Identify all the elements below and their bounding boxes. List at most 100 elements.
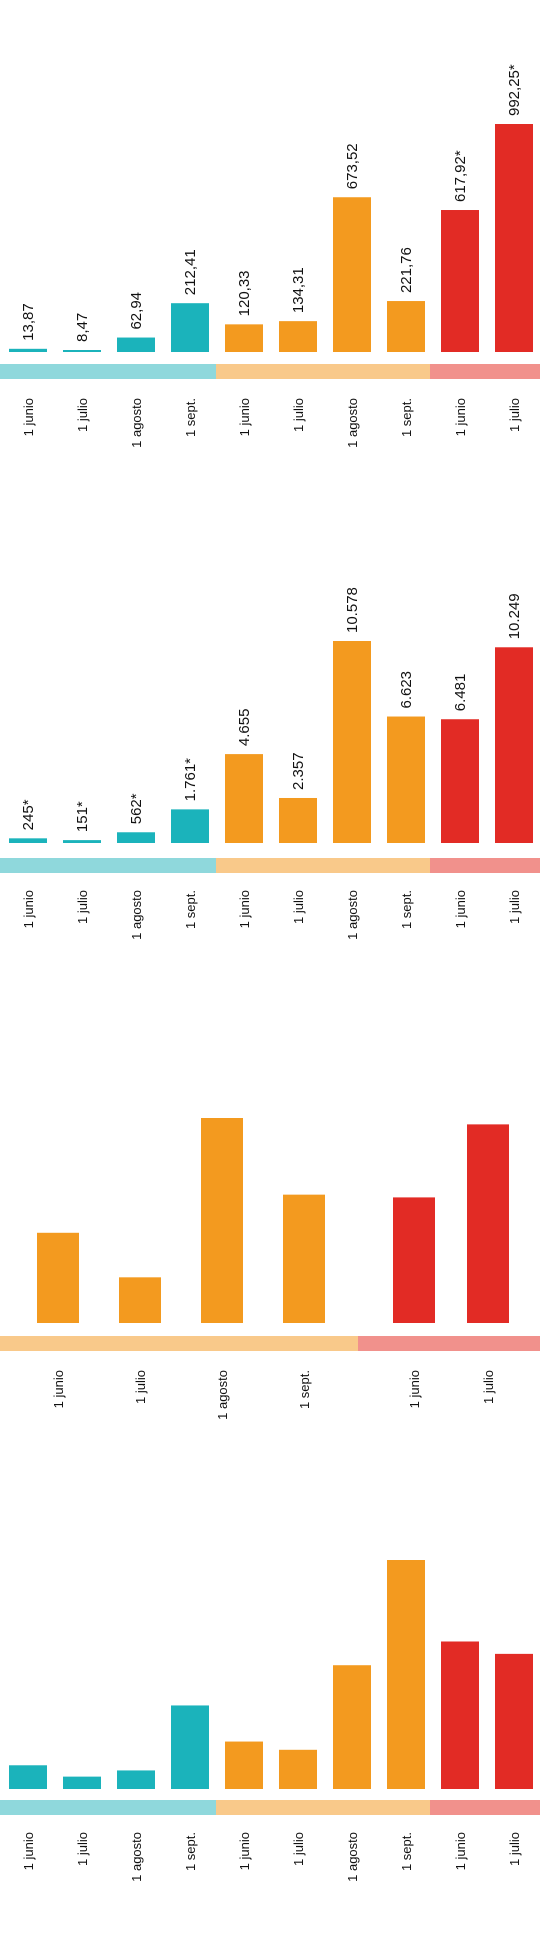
group-band-teal [0, 858, 216, 873]
tick-label: 1 julio [291, 1832, 306, 1866]
value-label: 617,92* [452, 150, 469, 202]
value-label: 245* [20, 799, 37, 830]
value-label: 992,25* [506, 64, 523, 116]
bar [225, 1741, 263, 1789]
group-band-red [358, 1336, 540, 1351]
group-band-orange [216, 858, 430, 873]
tick-label: 1 julio [507, 1832, 522, 1866]
tick-label: 1 agosto [345, 398, 360, 448]
tick-label: 1 sept. [183, 1832, 198, 1871]
tick-label: 1 junio [237, 890, 252, 928]
tick-label: 1 junio [453, 890, 468, 928]
group-band-red [430, 858, 540, 873]
bar [63, 350, 101, 352]
value-label: 120,33 [236, 270, 253, 316]
group-band-teal [0, 1800, 216, 1815]
value-label: 6.623 [398, 671, 415, 709]
value-label: 134,31 [290, 267, 307, 313]
group-band-orange [0, 1336, 358, 1351]
bar [201, 1118, 243, 1323]
bar [387, 1560, 425, 1789]
bar [117, 1770, 155, 1789]
bar [333, 1665, 371, 1789]
tick-label: 1 junio [453, 1832, 468, 1870]
tick-label: 1 sept. [399, 398, 414, 437]
chart-orange-red-panel: 1 junio 1 julio 1 agosto 1 sept. 1 junio 1 ju… [0, 1118, 540, 1420]
chart-cantidad-panel: 245* 1 junio 151* 1 julio 562* 1 agosto 1.761*… [0, 587, 540, 940]
bar [9, 348, 47, 352]
bar [467, 1124, 509, 1323]
value-label: 8,47 [74, 313, 91, 342]
bar [171, 1705, 209, 1789]
group-band-red [430, 1800, 540, 1815]
bar [37, 1232, 79, 1323]
tick-label: 1 julio [133, 1370, 148, 1404]
tick-label: 1 agosto [345, 890, 360, 940]
bar [333, 641, 371, 843]
bar [279, 797, 317, 843]
tick-label: 1 julio [507, 398, 522, 432]
bar [279, 321, 317, 352]
bar [495, 647, 533, 843]
value-label: 4.655 [236, 709, 253, 747]
bar [171, 303, 209, 352]
value-label: 10.578 [344, 587, 361, 633]
tick-label: 1 junio [237, 1832, 252, 1870]
bar [119, 1277, 161, 1323]
chart-precio-panel: 13,87 1 junio 8,47 1 julio 62,94 1 agosto 212,… [0, 64, 540, 448]
bar [171, 809, 209, 843]
bar [225, 324, 263, 352]
value-label: 6.481 [452, 674, 469, 712]
tick-label: 1 junio [21, 1832, 36, 1870]
tick-label: 1 agosto [215, 1370, 230, 1420]
value-label: 212,41 [182, 249, 199, 295]
bar [225, 754, 263, 843]
tick-label: 1 junio [407, 1370, 422, 1408]
tick-label: 1 sept. [399, 1832, 414, 1871]
tick-label: 1 sept. [183, 890, 198, 929]
bar [333, 197, 371, 352]
group-band-orange [216, 364, 430, 379]
group-band-red [430, 364, 540, 379]
tick-label: 1 junio [453, 398, 468, 436]
tick-label: 1 julio [507, 890, 522, 924]
value-label: 673,52 [344, 143, 361, 189]
tick-label: 1 sept. [297, 1370, 312, 1409]
bar [495, 124, 533, 352]
chart-ratio-panel: 1 junio 1 julio 1 agosto 1 sept. 1 junio 1 ju… [0, 1560, 540, 1882]
bar [393, 1197, 435, 1323]
value-label: 562* [128, 793, 145, 824]
tick-label: 1 agosto [129, 1832, 144, 1882]
bar [63, 1776, 101, 1789]
value-label: 62,94 [128, 292, 145, 330]
value-label: 10.249 [506, 593, 523, 639]
bar [9, 838, 47, 843]
tick-label: 1 julio [75, 1832, 90, 1866]
tick-label: 1 junio [237, 398, 252, 436]
value-label: 13,87 [20, 303, 37, 341]
tick-label: 1 sept. [183, 398, 198, 437]
tick-label: 1 sept. [399, 890, 414, 929]
bar [387, 716, 425, 843]
bar [283, 1194, 325, 1323]
bar [117, 337, 155, 352]
bar [117, 832, 155, 843]
bar [441, 719, 479, 843]
tick-label: 1 junio [21, 890, 36, 928]
bar [9, 1765, 47, 1789]
tick-label: 1 julio [291, 890, 306, 924]
value-label: 221,76 [398, 247, 415, 293]
bar [495, 1653, 533, 1789]
tick-label: 1 agosto [129, 890, 144, 940]
bar [63, 840, 101, 843]
tick-label: 1 junio [21, 398, 36, 436]
tick-label: 1 agosto [129, 398, 144, 448]
value-label: 151* [74, 801, 91, 832]
group-band-orange [216, 1800, 430, 1815]
tick-label: 1 julio [75, 398, 90, 432]
bar [441, 210, 479, 352]
tick-label: 1 julio [75, 890, 90, 924]
value-label: 1.761* [182, 758, 199, 802]
tick-label: 1 julio [291, 398, 306, 432]
